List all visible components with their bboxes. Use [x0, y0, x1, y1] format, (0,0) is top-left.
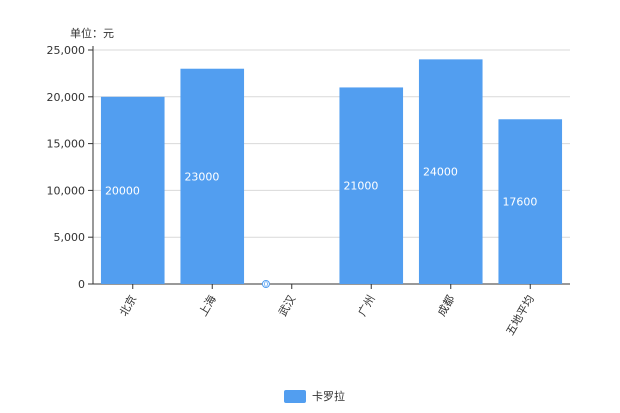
legend-swatch: [284, 389, 306, 403]
zero-marker: [261, 280, 270, 288]
data-label: 0: [264, 281, 268, 289]
bar: [418, 59, 483, 284]
bar: [100, 96, 165, 284]
data-label: 21000: [343, 180, 378, 193]
bar: [498, 119, 563, 284]
data-label: 17600: [502, 196, 537, 209]
x-tick-label: 广州: [356, 293, 378, 319]
x-tick-label: 上海: [196, 293, 219, 319]
y-tick-label: 10,000: [47, 184, 86, 197]
y-axis-unit-label: 单位：元: [70, 27, 114, 40]
data-label: 23000: [184, 170, 219, 183]
y-tick-label: 0: [78, 278, 85, 291]
data-label: 24000: [423, 166, 458, 179]
legend[interactable]: 卡罗拉: [284, 388, 345, 404]
x-tick-label: 武汉: [276, 293, 298, 319]
y-tick-label: 15,000: [47, 138, 86, 151]
legend-label: 卡罗拉: [312, 390, 345, 403]
x-tick-label: 成都: [435, 293, 457, 319]
y-tick-label: 20,000: [47, 91, 86, 104]
data-label: 20000: [105, 184, 140, 197]
bar: [180, 68, 245, 284]
x-tick-label: 五地平均: [504, 293, 537, 338]
x-tick-label: 北京: [116, 293, 139, 319]
bar: [339, 87, 404, 284]
y-tick-label: 5,000: [54, 231, 86, 244]
y-tick-label: 25,000: [47, 44, 86, 57]
